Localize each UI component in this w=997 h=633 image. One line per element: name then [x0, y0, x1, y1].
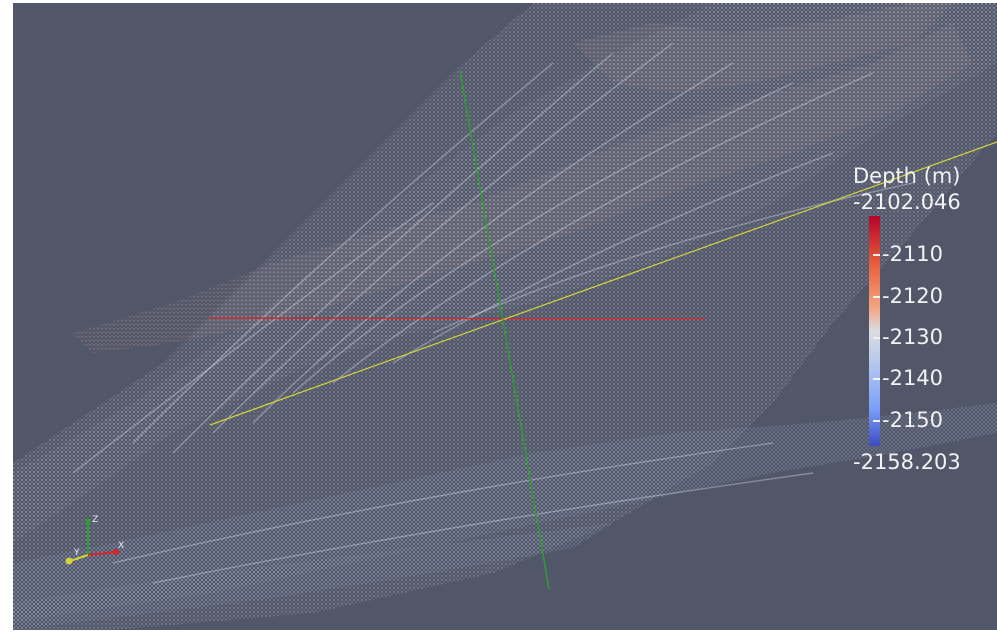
orientation-axes-widget: Z Y X: [50, 508, 130, 568]
z-axis-line: [459, 70, 550, 590]
legend-tick: -2120: [873, 284, 943, 308]
depth-color-legend: Depth (m) -2102.046 -2110 -2120 -2130 -2…: [853, 164, 997, 494]
legend-tick: -2130: [873, 325, 943, 349]
render-viewport[interactable]: [13, 3, 997, 630]
point-cloud-scene: [13, 3, 997, 630]
legend-title: Depth (m): [853, 164, 961, 188]
legend-color-bar: [869, 216, 880, 446]
y-axis-line: [209, 141, 997, 426]
axis-y-label: Y: [73, 548, 80, 558]
x-axis-line: [208, 317, 706, 320]
point-cloud: [13, 3, 997, 630]
axis-z-label: Z: [92, 515, 98, 525]
legend-max-label: -2102.046: [853, 190, 961, 214]
legend-tick: -2150: [873, 408, 943, 432]
axis-x-label: X: [118, 541, 124, 551]
legend-tick: -2110: [873, 242, 943, 266]
legend-min-label: -2158.203: [853, 450, 961, 474]
legend-tick: -2140: [873, 366, 943, 390]
